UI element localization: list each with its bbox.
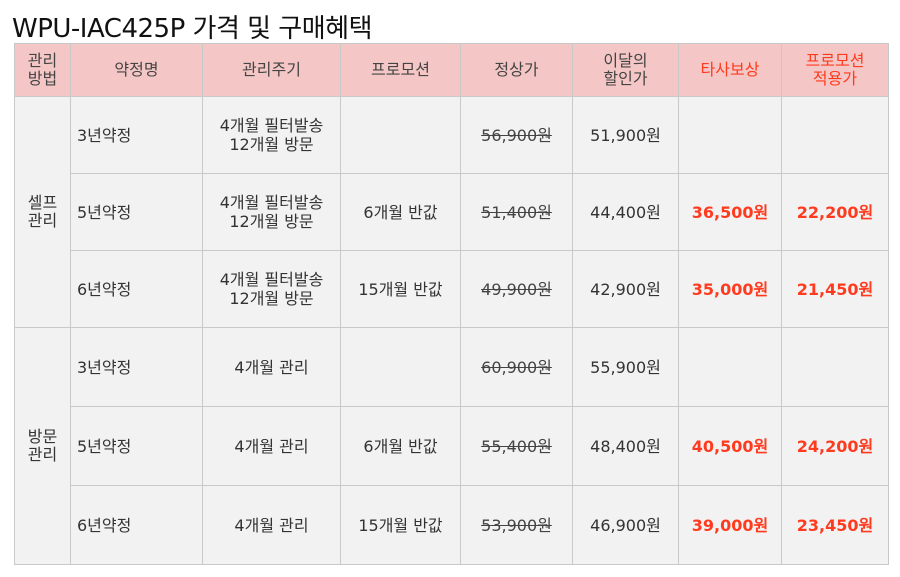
header-promo-price: 프로모션 적용가 — [781, 43, 889, 97]
cycle-cell: 4개월 필터발송 12개월 방문 — [202, 250, 341, 328]
regular-price-cell: 60,900원 — [460, 327, 573, 407]
table-row: 5년약정 4개월 필터발송 12개월 방문 6개월 반값 51,400원 44,… — [15, 173, 889, 251]
header-cycle: 관리주기 — [202, 43, 341, 97]
header-discount-price: 이달의 할인가 — [572, 43, 679, 97]
competitor-cell: 40,500원 — [678, 406, 782, 486]
table-row: 6년약정 4개월 관리 15개월 반값 53,900원 46,900원 39,0… — [15, 485, 889, 565]
promo-cell: 15개월 반값 — [340, 485, 461, 565]
table-row: 방문 관리 3년약정 4개월 관리 60,900원 55,900원 — [14, 327, 889, 565]
table-row: 5년약정 4개월 관리 6개월 반값 55,400원 48,400원 40,50… — [15, 406, 889, 486]
contract-cell: 6년약정 — [70, 250, 203, 328]
competitor-cell — [678, 327, 782, 407]
final-price-cell: 23,450원 — [781, 485, 889, 565]
discount-price-cell: 48,400원 — [572, 406, 679, 486]
header-regular-price: 정상가 — [460, 43, 573, 97]
promo-cell: 6개월 반값 — [340, 173, 461, 251]
header-contract: 약정명 — [70, 43, 203, 97]
page-title: WPU-IAC425P 가격 및 구매혜택 — [12, 14, 373, 44]
regular-price-cell: 49,900원 — [460, 250, 573, 328]
contract-cell: 5년약정 — [70, 173, 203, 251]
discount-price-cell: 55,900원 — [572, 327, 679, 407]
contract-cell: 3년약정 — [70, 96, 203, 174]
promo-cell: 15개월 반값 — [340, 250, 461, 328]
regular-price-cell: 53,900원 — [460, 485, 573, 565]
discount-price-cell: 42,900원 — [572, 250, 679, 328]
competitor-cell: 35,000원 — [678, 250, 782, 328]
price-table: 관리 방법 약정명 관리주기 프로모션 정상가 이달의 할인가 타사보상 프로모… — [14, 43, 889, 565]
discount-price-cell: 51,900원 — [572, 96, 679, 174]
header-competitor-trade-in: 타사보상 — [678, 43, 782, 97]
competitor-cell: 36,500원 — [678, 173, 782, 251]
method-cell-self: 셀프 관리 — [14, 96, 71, 328]
cycle-cell: 4개월 관리 — [202, 406, 341, 486]
promo-cell — [340, 327, 461, 407]
table-row: 셀프 관리 3년약정 4개월 필터발송 12개월 방문 56,900원 51,9… — [14, 96, 889, 328]
regular-price-cell: 51,400원 — [460, 173, 573, 251]
regular-price-cell: 55,400원 — [460, 406, 573, 486]
contract-cell: 5년약정 — [70, 406, 203, 486]
promo-cell — [340, 96, 461, 174]
final-price-cell: 24,200원 — [781, 406, 889, 486]
contract-cell: 6년약정 — [70, 485, 203, 565]
method-cell-visit: 방문 관리 — [14, 327, 71, 565]
final-price-cell: 22,200원 — [781, 173, 889, 251]
discount-price-cell: 46,900원 — [572, 485, 679, 565]
cycle-cell: 4개월 관리 — [202, 327, 341, 407]
table-header-row: 관리 방법 약정명 관리주기 프로모션 정상가 이달의 할인가 타사보상 프로모… — [14, 43, 889, 97]
header-promo: 프로모션 — [340, 43, 461, 97]
header-method: 관리 방법 — [14, 43, 71, 97]
contract-cell: 3년약정 — [70, 327, 203, 407]
cycle-cell: 4개월 필터발송 12개월 방문 — [202, 96, 341, 174]
final-price-cell: 21,450원 — [781, 250, 889, 328]
regular-price-cell: 56,900원 — [460, 96, 573, 174]
table-row: 6년약정 4개월 필터발송 12개월 방문 15개월 반값 49,900원 42… — [15, 250, 889, 328]
promo-cell: 6개월 반값 — [340, 406, 461, 486]
final-price-cell — [781, 96, 889, 174]
competitor-cell — [678, 96, 782, 174]
competitor-cell: 39,000원 — [678, 485, 782, 565]
cycle-cell: 4개월 관리 — [202, 485, 341, 565]
discount-price-cell: 44,400원 — [572, 173, 679, 251]
final-price-cell — [781, 327, 889, 407]
cycle-cell: 4개월 필터발송 12개월 방문 — [202, 173, 341, 251]
